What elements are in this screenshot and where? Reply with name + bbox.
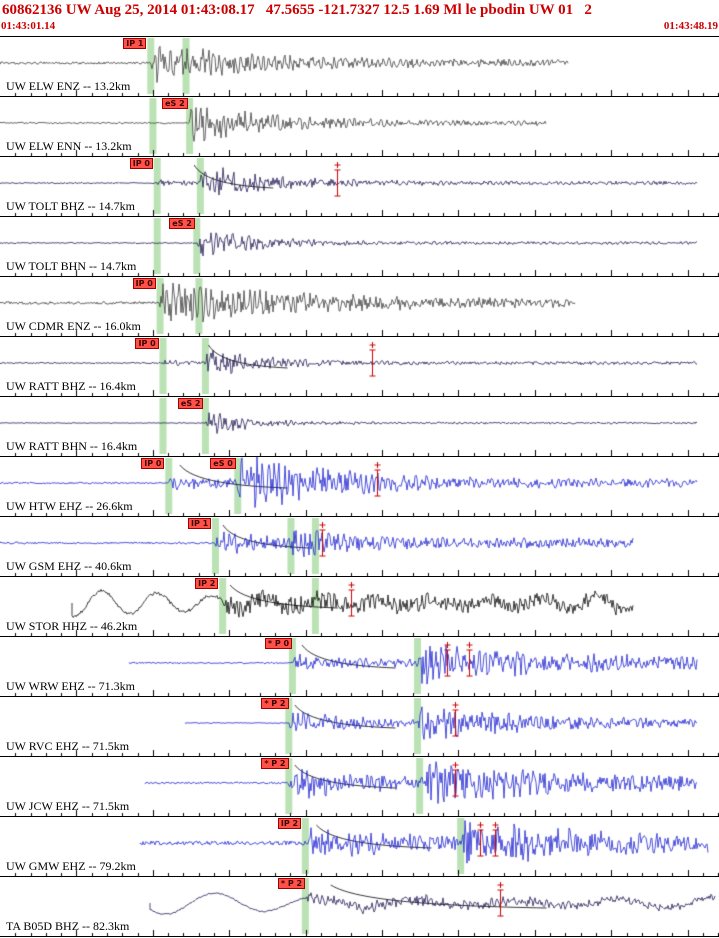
waveform-canvas[interactable] bbox=[0, 817, 719, 876]
pick-flag[interactable]: IP 0 bbox=[141, 458, 165, 469]
waveform-canvas[interactable] bbox=[0, 697, 719, 756]
pick-flag[interactable]: * P 2 bbox=[261, 698, 289, 709]
trace-label: UW JCW EHZ -- 71.5km bbox=[6, 799, 130, 813]
waveform-canvas[interactable] bbox=[0, 517, 719, 576]
trace-label: UW GSM EHZ -- 40.6km bbox=[6, 559, 132, 573]
pick-flag[interactable]: IP 0 bbox=[129, 158, 153, 169]
pick-flag[interactable]: * P 0 bbox=[264, 638, 293, 649]
waveform-canvas[interactable] bbox=[0, 37, 719, 96]
trace-panel[interactable]: IP 0 UW TOLT BHZ -- 14.7km bbox=[0, 157, 719, 217]
trace-list: IP 1 UW ELW ENZ -- 13.2km eS 2 UW ELW ENN -… bbox=[0, 36, 719, 937]
waveform-canvas[interactable] bbox=[0, 337, 719, 396]
pick-flag[interactable]: eS 2 bbox=[177, 398, 204, 409]
trace-panel[interactable]: IP 2 UW STOR HHZ -- 46.2km bbox=[0, 577, 719, 637]
trace-panel[interactable]: IP 0 UW RATT BHZ -- 16.4km bbox=[0, 337, 719, 397]
waveform-canvas[interactable] bbox=[0, 877, 719, 936]
waveform-canvas[interactable] bbox=[0, 157, 719, 216]
waveform-canvas[interactable] bbox=[0, 97, 719, 156]
trace-label: UW HTW EHZ -- 26.6km bbox=[6, 499, 133, 513]
trace-label: UW TOLT BHZ -- 14.7km bbox=[6, 199, 136, 213]
window-start-time: 01:43:01.14 bbox=[1, 20, 56, 32]
pick-flag[interactable]: eS 2 bbox=[162, 98, 188, 109]
trace-panel[interactable]: eS 2 UW TOLT BHN -- 14.7km bbox=[0, 217, 719, 277]
trace-panel[interactable]: eS 2 UW ELW ENN -- 13.2km bbox=[0, 97, 719, 157]
waveform-canvas[interactable] bbox=[0, 577, 719, 636]
trace-label: UW TOLT BHN -- 14.7km bbox=[6, 259, 137, 273]
pick-flag[interactable]: * P 2 bbox=[277, 878, 306, 889]
time-window-row: 01:43:01.14 01:43:48.19 bbox=[0, 20, 719, 36]
trace-panel[interactable]: * P 2 UW JCW EHZ -- 71.5km bbox=[0, 757, 719, 817]
pick-flag[interactable]: IP 1 bbox=[187, 518, 212, 529]
trace-panel[interactable]: IP 0 eS 0 UW HTW EHZ -- 26.6km bbox=[0, 457, 719, 517]
trace-label: UW RATT BHZ -- 16.4km bbox=[6, 379, 136, 393]
trace-panel[interactable]: * P 2 UW RVC EHZ -- 71.5km bbox=[0, 697, 719, 757]
trace-panel[interactable]: eS 2 UW RATT BHN -- 16.4km bbox=[0, 397, 719, 457]
pick-flag[interactable]: IP 2 bbox=[195, 578, 219, 589]
waveform-canvas[interactable] bbox=[0, 637, 719, 696]
event-title: 60862136 UW Aug 25, 2014 01:43:08.17 47.… bbox=[2, 2, 592, 18]
trace-label: UW RATT BHN -- 16.4km bbox=[6, 439, 138, 453]
pick-flag[interactable]: IP 2 bbox=[277, 818, 302, 829]
trace-panel[interactable]: IP 2 UW GMW EHZ -- 79.2km bbox=[0, 817, 719, 877]
trace-panel[interactable]: IP 0 UW CDMR ENZ -- 16.0km bbox=[0, 277, 719, 337]
trace-label: UW STOR HHZ -- 46.2km bbox=[6, 619, 138, 633]
trace-panel[interactable]: * P 2 TA B05D BHZ -- 82.3km bbox=[0, 877, 719, 937]
pick-flag[interactable]: * P 2 bbox=[261, 758, 289, 769]
waveform-canvas[interactable] bbox=[0, 277, 719, 336]
trace-panel[interactable]: IP 1 UW ELW ENZ -- 13.2km bbox=[0, 37, 719, 97]
trace-panel[interactable]: IP 1 UW GSM EHZ -- 40.6km bbox=[0, 517, 719, 577]
pick-flag[interactable]: eS 2 bbox=[169, 218, 195, 229]
trace-label: TA B05D BHZ -- 82.3km bbox=[6, 919, 130, 933]
trace-panel[interactable]: * P 0 UW WRW EHZ -- 71.3km bbox=[0, 637, 719, 697]
waveform-canvas[interactable] bbox=[0, 217, 719, 276]
pick-flag[interactable]: IP 1 bbox=[123, 38, 147, 49]
trace-label: UW GMW EHZ -- 79.2km bbox=[6, 859, 136, 873]
trace-label: UW CDMR ENZ -- 16.0km bbox=[6, 319, 141, 333]
waveform-canvas[interactable] bbox=[0, 457, 719, 516]
waveform-canvas[interactable] bbox=[0, 397, 719, 456]
trace-label: UW RVC EHZ -- 71.5km bbox=[6, 739, 130, 753]
trace-label: UW ELW ENN -- 13.2km bbox=[6, 139, 132, 153]
trace-label: UW WRW EHZ -- 71.3km bbox=[6, 679, 135, 693]
window-end-time: 01:43:48.19 bbox=[663, 20, 718, 32]
pick-flag[interactable]: IP 0 bbox=[132, 278, 156, 289]
pick-flag[interactable]: eS 0 bbox=[210, 458, 236, 469]
trace-label: UW ELW ENZ -- 13.2km bbox=[6, 79, 131, 93]
waveform-canvas[interactable] bbox=[0, 757, 719, 816]
pick-flag[interactable]: IP 0 bbox=[135, 338, 159, 349]
